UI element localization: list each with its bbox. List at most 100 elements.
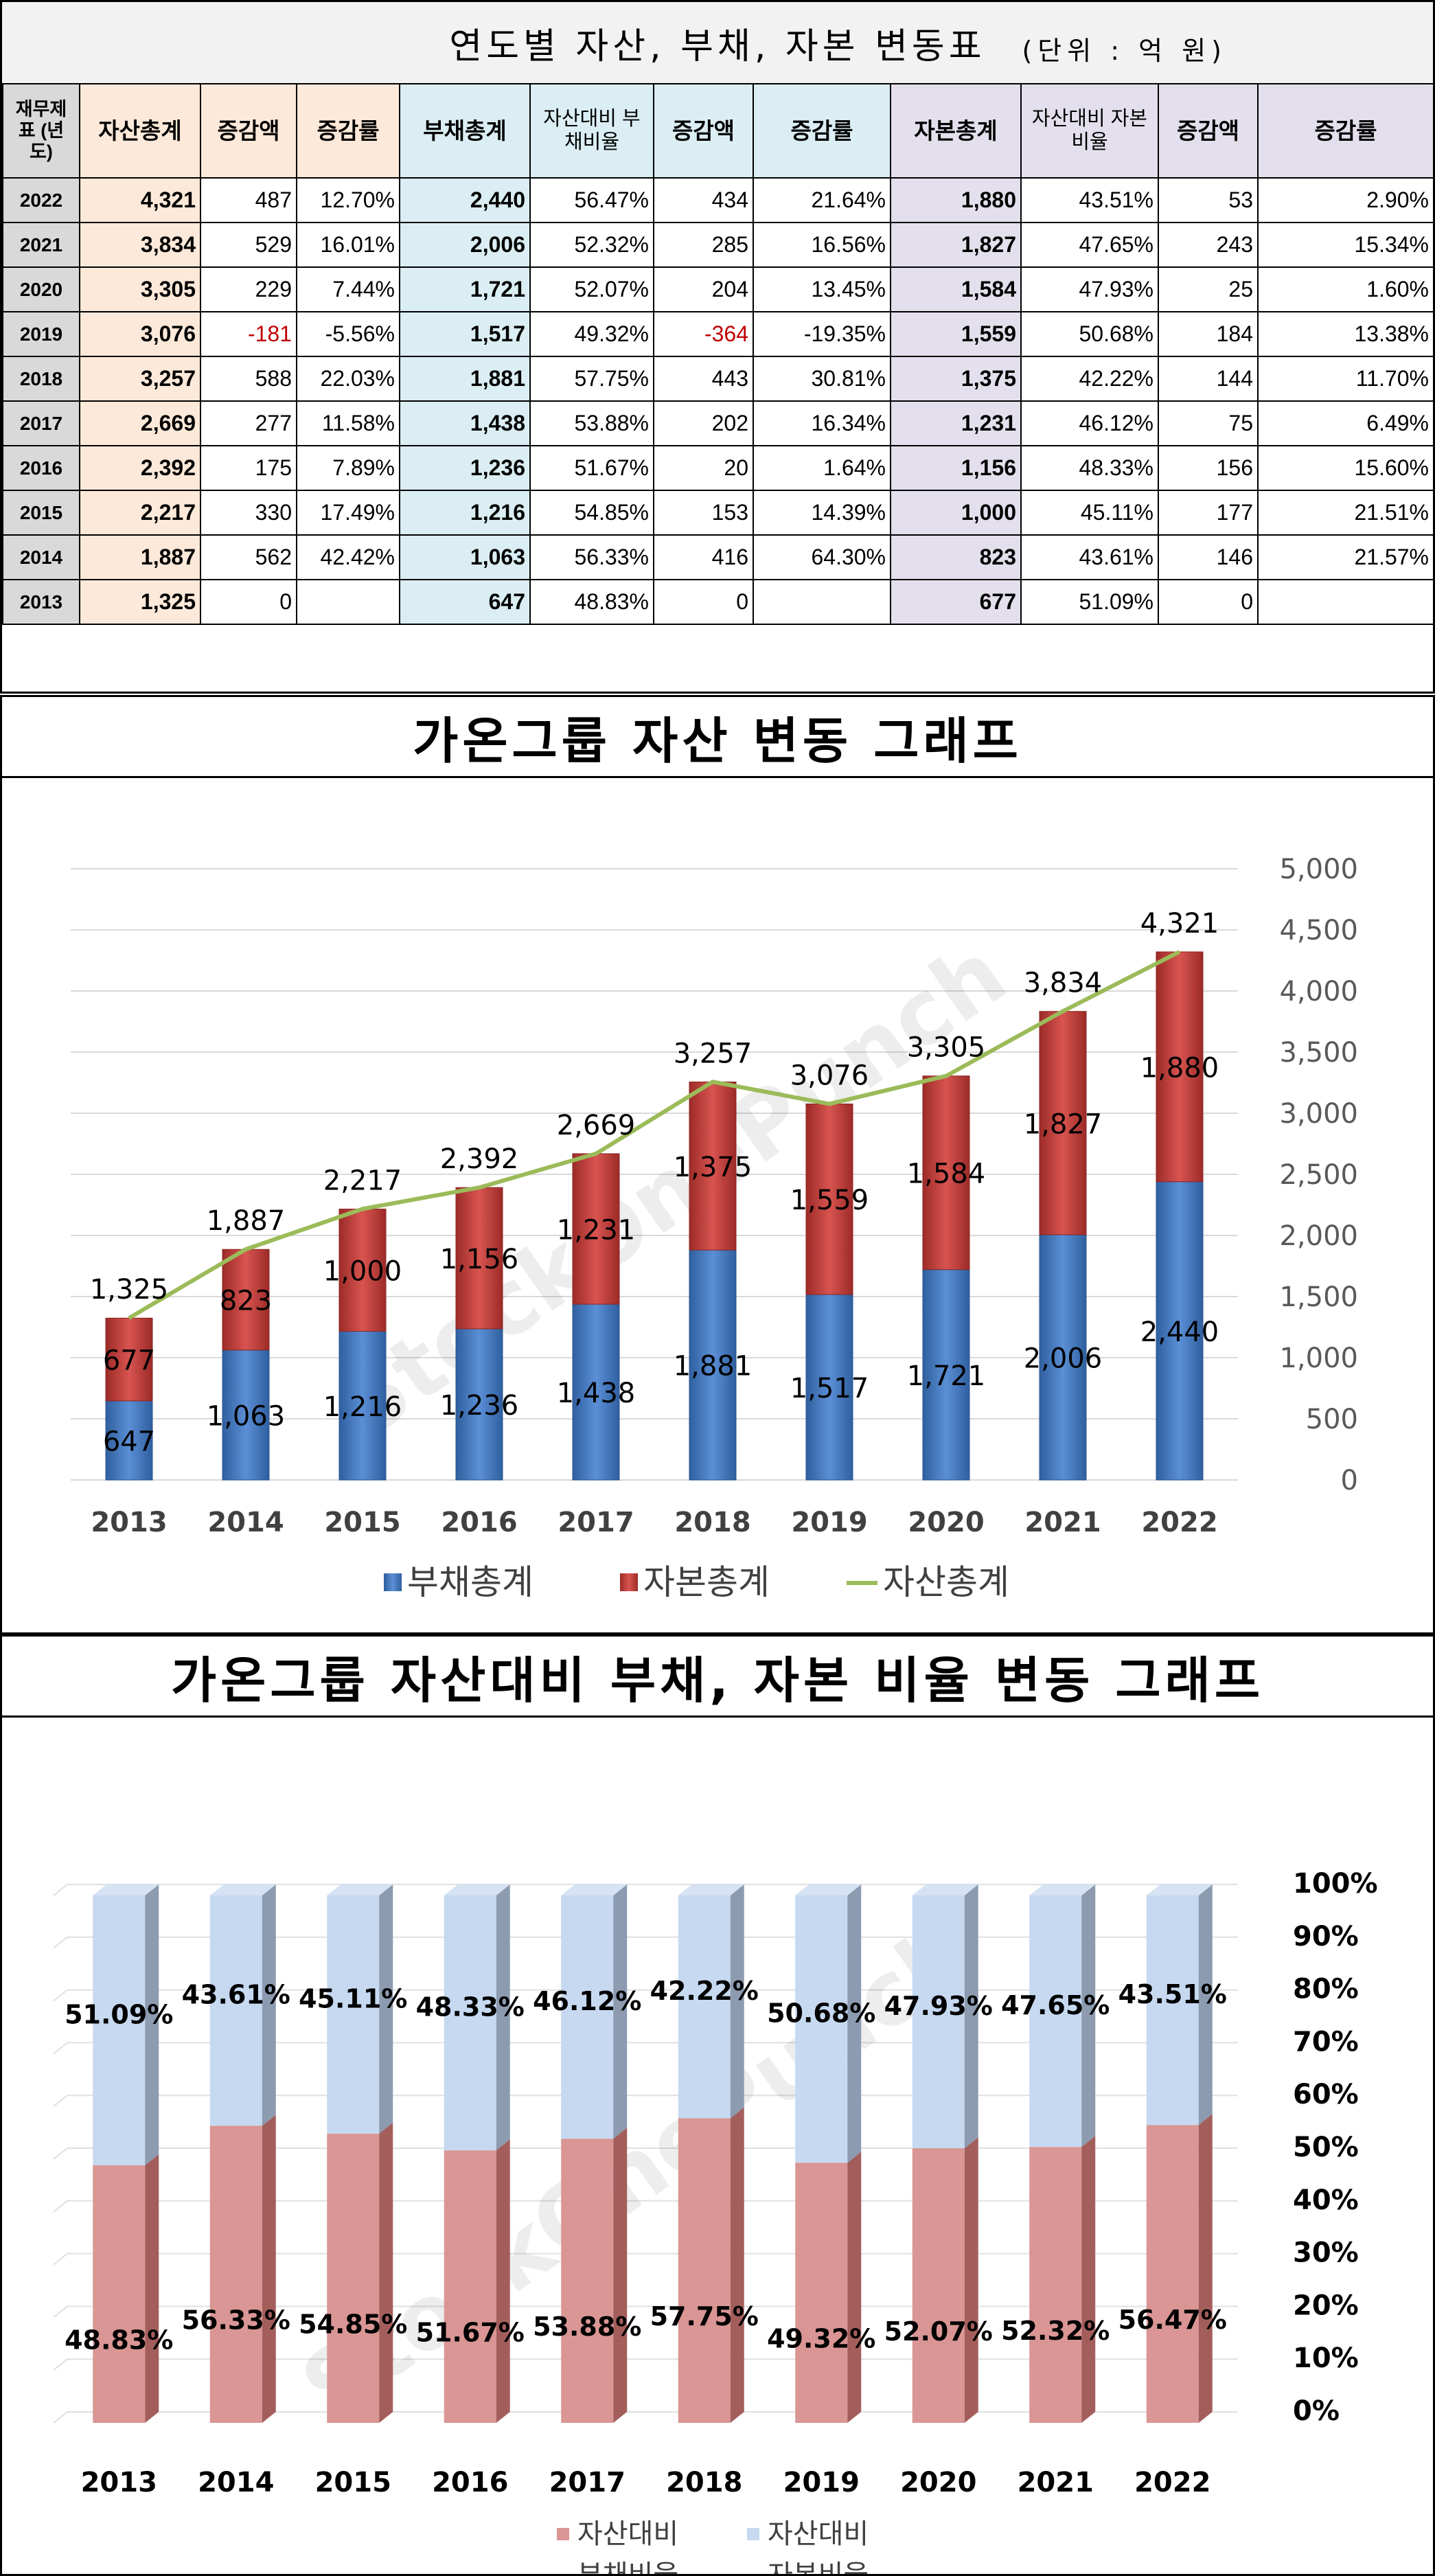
table-title-bar: 연도별 자산, 부채, 자본 변동표 (단위 : 억 원) (2, 2, 1433, 85)
unit-label: (단위 : 억 원) (1022, 36, 1227, 66)
legend-debt-ratio-swatch (557, 2528, 569, 2540)
header-equity-rate: 증감률 (1257, 83, 1434, 179)
legend-equity-label: 자본총계 (643, 1562, 770, 1602)
y-tick-label: 70% (1293, 2026, 1359, 2058)
equity-ratio-bar (561, 1895, 614, 2139)
header-debt-ratio: 자산대비 부채비율 (529, 83, 654, 179)
equity-ratio-bar-side (262, 1884, 276, 2126)
table-row: 2017 2,669 277 11.58% 1,438 53.88% 202 16.34% 1,… (2, 400, 1434, 446)
x-tick-label: 2021 (1024, 1507, 1101, 1538)
cell-asset-change: 529 (200, 222, 297, 268)
debt-ratio-value-label: 53.88% (533, 2312, 641, 2342)
debt-ratio-bar-side (613, 2128, 628, 2423)
cell-debt-rate: 16.34% (753, 400, 891, 446)
cell-year: 2018 (2, 356, 80, 402)
x-tick-label: 2019 (783, 2467, 860, 2498)
x-tick-label: 2021 (1018, 2467, 1094, 2498)
cell-debt-total: 1,517 (399, 311, 531, 357)
debt-value-label: 1,063 (207, 1400, 286, 1432)
equity-ratio-bar-side (1081, 1884, 1096, 2147)
cell-equity-rate: 1.60% (1257, 266, 1434, 312)
cell-equity-total: 1,559 (890, 311, 1022, 357)
equity-ratio-value-label: 43.51% (1118, 1979, 1227, 2009)
cell-equity-rate: 15.34% (1257, 222, 1434, 268)
y-tick-label: 2,000 (1279, 1220, 1358, 1252)
equity-ratio-bar-top (444, 1884, 510, 1895)
equity-bar (222, 1249, 270, 1351)
y-tick-label: 90% (1293, 1921, 1359, 1952)
debt-bar (222, 1349, 270, 1481)
cell-asset-rate: 7.89% (296, 445, 400, 491)
equity-ratio-value-label: 47.65% (1001, 1990, 1110, 2020)
debt-value-label: 1,881 (674, 1351, 753, 1382)
cell-equity-total: 677 (890, 579, 1022, 625)
debt-ratio-value-label: 57.75% (650, 2301, 759, 2332)
table-row: 2016 2,392 175 7.89% 1,236 51.67% 20 1.64% 1,156… (2, 445, 1434, 491)
y-tick-label: 4,500 (1279, 915, 1358, 946)
cell-equity-change: 0 (1158, 579, 1259, 625)
legend-equity-ratio-swatch (747, 2528, 759, 2540)
equity-ratio-bar (327, 1895, 380, 2134)
equity-ratio-bar-side (847, 1884, 862, 2163)
cell-asset-rate: 11.58% (296, 400, 400, 446)
cell-year: 2017 (2, 400, 80, 446)
cell-debt-rate: 64.30% (753, 534, 891, 580)
asset-value-label: 1,887 (207, 1205, 286, 1237)
table-row: 2021 3,834 529 16.01% 2,006 52.32% 285 16.56% 1,… (2, 222, 1434, 268)
cell-debt-total: 1,236 (399, 445, 531, 491)
cell-equity-change: 156 (1158, 445, 1259, 491)
cell-asset-total: 3,834 (79, 222, 201, 268)
table-row: 2014 1,887 562 42.42% 1,063 56.33% 416 64.30% 82… (2, 534, 1434, 580)
cell-equity-rate (1257, 579, 1434, 625)
debt-value-label: 647 (103, 1426, 155, 1457)
asset-chart-section: 가온그룹 자산 변동 그래프 0 500 1,000 1,500 2,000 2,500 3… (0, 695, 1435, 1634)
cell-equity-total: 1,827 (890, 222, 1022, 268)
equity-ratio-value-label: 45.11% (299, 1983, 407, 2014)
cell-debt-ratio: 49.32% (529, 311, 654, 357)
equity-value-label: 1,827 (1024, 1108, 1103, 1140)
table-row: 2015 2,217 330 17.49% 1,216 54.85% 153 14.39% 1,… (2, 490, 1434, 536)
debt-ratio-value-label: 48.83% (65, 2325, 173, 2355)
y-tick-label: 30% (1293, 2237, 1359, 2269)
debt-ratio-value-label: 49.32% (767, 2324, 875, 2354)
x-tick-label: 2022 (1141, 1507, 1217, 1538)
debt-value-label: 1,216 (323, 1391, 402, 1423)
x-tick-label: 2020 (908, 1507, 984, 1538)
equity-ratio-bar-top (327, 1884, 393, 1895)
asset-value-label: 3,076 (790, 1060, 869, 1091)
cell-asset-total: 2,392 (79, 445, 201, 491)
x-tick-label: 2018 (674, 1507, 750, 1538)
table-body: 2022 4,321 487 12.70% 2,440 56.47% 434 21.64% 1,… (2, 177, 1434, 625)
cell-equity-ratio: 47.93% (1020, 266, 1159, 312)
cell-debt-change: 285 (653, 222, 754, 268)
y-tick-label: 1,500 (1279, 1281, 1358, 1313)
debt-ratio-bar (561, 2139, 614, 2423)
cell-equity-total: 1,231 (890, 400, 1022, 446)
header-equity-ratio: 자산대비 자본비율 (1020, 83, 1159, 179)
equity-ratio-bar-top (209, 1884, 276, 1895)
cell-debt-rate: 14.39% (753, 490, 891, 536)
debt-ratio-bar-side (145, 2154, 159, 2423)
y-tick-label: 10% (1293, 2343, 1359, 2374)
y-tick-label: 1,000 (1279, 1343, 1358, 1374)
debt-bar (455, 1328, 503, 1481)
debt-value-label: 1,721 (907, 1360, 986, 1392)
equity-ratio-value-label: 46.12% (533, 1986, 641, 2016)
ratio-chart-title-bar: 가온그룹 자산대비 부채, 자본 비율 변동 그래프 (2, 1637, 1433, 1718)
cell-debt-rate: -19.35% (753, 311, 891, 357)
debt-ratio-value-label: 52.07% (884, 2316, 993, 2347)
asset-value-label: 2,392 (440, 1143, 519, 1175)
equity-ratio-bar-top (678, 1884, 744, 1895)
cell-asset-total: 1,887 (79, 534, 201, 580)
equity-ratio-bar-side (496, 1884, 510, 2151)
y-tick-label: 2,500 (1279, 1159, 1358, 1191)
cell-equity-rate: 15.60% (1257, 445, 1434, 491)
asset-value-label: 4,321 (1140, 908, 1219, 939)
cell-equity-ratio: 47.65% (1020, 222, 1159, 268)
cell-debt-rate (753, 579, 891, 625)
equity-ratio-bar-top (561, 1884, 628, 1895)
debt-ratio-bar-side (379, 2122, 393, 2423)
debt-ratio-value-label: 56.33% (182, 2305, 290, 2336)
cell-equity-ratio: 48.33% (1020, 445, 1159, 491)
